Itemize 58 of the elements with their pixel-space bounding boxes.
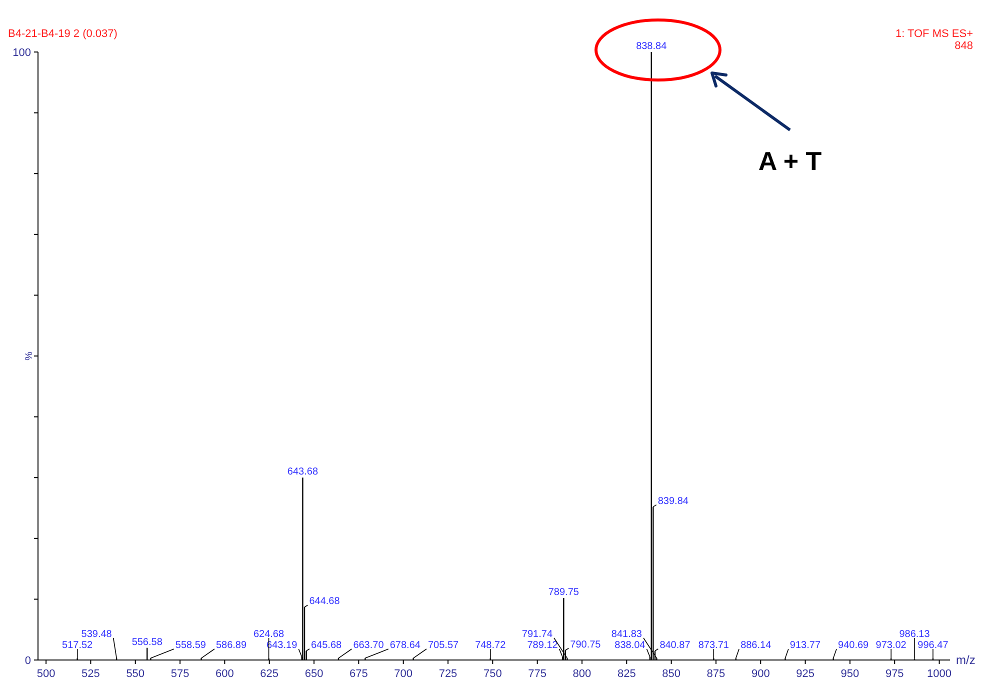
annotation: 886.14 xyxy=(740,640,772,651)
annotation: 624.68 xyxy=(253,629,285,640)
annotation: 940.69 xyxy=(838,640,870,651)
annotation: 840.87 xyxy=(660,640,691,651)
annotation: 556.58 xyxy=(132,636,163,648)
annotation: 517.52 xyxy=(62,640,94,651)
text: B4-21-B4-19 2 (0.037) xyxy=(8,28,118,40)
x-tick-label: 925 xyxy=(796,668,814,680)
annotation: 913.77 xyxy=(790,640,821,651)
x-tick-label: 800 xyxy=(572,668,592,680)
annotation: 790.75 xyxy=(570,639,602,650)
y-axis-title: % xyxy=(24,351,35,360)
annotation: 789.75 xyxy=(548,586,580,598)
x-axis-title: m/z xyxy=(956,653,976,667)
annotation: 973.02 xyxy=(876,640,907,651)
y-tick-label: 100 xyxy=(12,46,31,59)
annotation: 678.64 xyxy=(390,640,421,651)
annotation: 839.84 xyxy=(658,496,689,507)
x-tick-label: 625 xyxy=(260,668,279,680)
annotation: 705.57 xyxy=(428,640,460,651)
x-tick-label: 500 xyxy=(36,668,56,680)
annotation: 791.74 xyxy=(522,629,553,640)
x-tick-label: 1000 xyxy=(927,668,952,680)
annotation: 663.70 xyxy=(353,640,384,651)
x-tick-label: 875 xyxy=(706,668,726,680)
annotation: 838.84 xyxy=(636,41,668,52)
x-tick-label: 750 xyxy=(483,668,502,680)
annotation: 645.68 xyxy=(310,640,342,651)
x-tick-label: 950 xyxy=(840,668,860,680)
annotation: 748.72 xyxy=(475,640,506,651)
text: 848 xyxy=(954,40,973,52)
annotation: A + T xyxy=(758,146,822,176)
x-tick-label: 900 xyxy=(751,668,770,680)
x-tick-label: 600 xyxy=(216,668,234,680)
annotation: 558.59 xyxy=(175,640,206,651)
y-tick-label: 0 xyxy=(24,654,31,667)
annotation: 996.47 xyxy=(918,640,949,651)
x-tick-label: 575 xyxy=(170,668,190,680)
annotation: 841.83 xyxy=(611,629,642,640)
annotation: 789.12 xyxy=(527,640,558,651)
annotation: 539.48 xyxy=(81,629,112,640)
x-tick-label: 550 xyxy=(126,668,145,680)
x-tick-label: 975 xyxy=(885,668,904,680)
annotation: 986.13 xyxy=(899,629,930,640)
annotation: 586.89 xyxy=(216,640,247,651)
x-tick-label: 525 xyxy=(82,668,100,680)
x-tick-label: 775 xyxy=(528,668,546,680)
text: 1: TOF MS ES+ xyxy=(895,28,973,40)
annotation: 643.68 xyxy=(287,466,318,478)
x-tick-label: 825 xyxy=(617,668,636,680)
annotation: 644.68 xyxy=(309,596,340,608)
x-tick-label: 725 xyxy=(438,668,458,680)
x-tick-label: 675 xyxy=(349,668,368,680)
x-tick-label: 850 xyxy=(662,668,680,680)
annotation: 873.71 xyxy=(698,640,730,651)
x-tick-label: 700 xyxy=(394,668,413,680)
x-tick-label: 650 xyxy=(304,668,324,680)
annotation: 838.04 xyxy=(614,640,646,651)
